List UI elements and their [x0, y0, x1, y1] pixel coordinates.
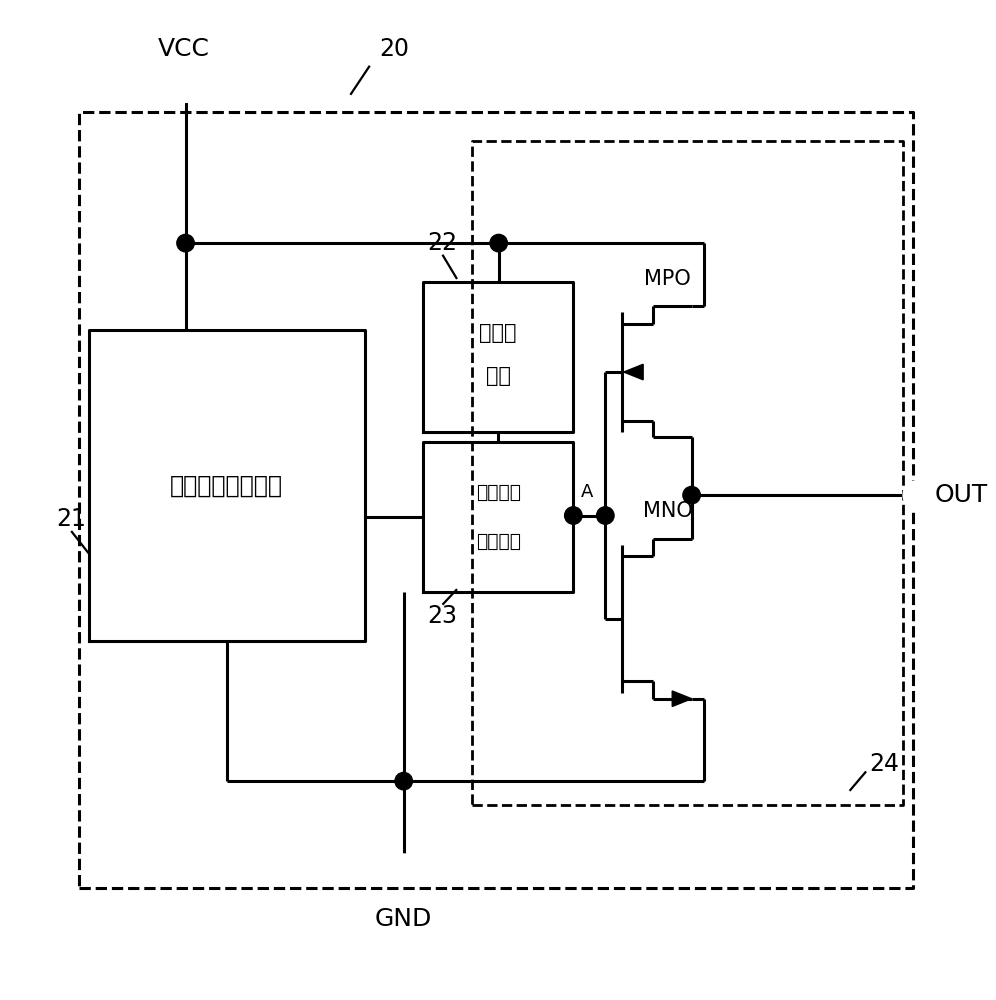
Circle shape [395, 772, 412, 790]
Text: 21: 21 [56, 507, 86, 531]
Circle shape [177, 234, 194, 252]
Text: 转换电路: 转换电路 [476, 532, 521, 551]
Text: MNO: MNO [642, 501, 692, 521]
Text: GND: GND [375, 907, 432, 931]
Circle shape [390, 855, 417, 882]
Text: 核心采样控制电路: 核心采样控制电路 [170, 473, 283, 497]
Polygon shape [672, 691, 691, 706]
Text: 23: 23 [427, 604, 457, 628]
Text: VCC: VCC [157, 37, 209, 61]
Text: 负压电: 负压电 [479, 323, 517, 343]
Text: MPO: MPO [644, 269, 691, 289]
Circle shape [597, 507, 615, 524]
Circle shape [904, 482, 931, 509]
Text: OUT: OUT [935, 483, 988, 507]
Circle shape [565, 507, 582, 524]
Circle shape [490, 234, 507, 252]
Circle shape [172, 74, 199, 102]
Text: 20: 20 [379, 37, 409, 61]
Text: 24: 24 [870, 752, 899, 776]
Text: 22: 22 [427, 231, 457, 255]
Circle shape [683, 486, 700, 504]
Polygon shape [623, 364, 643, 380]
Text: A: A [581, 483, 594, 501]
Text: 逻辑电平: 逻辑电平 [476, 483, 521, 502]
Text: 荷泵: 荷泵 [486, 366, 511, 386]
